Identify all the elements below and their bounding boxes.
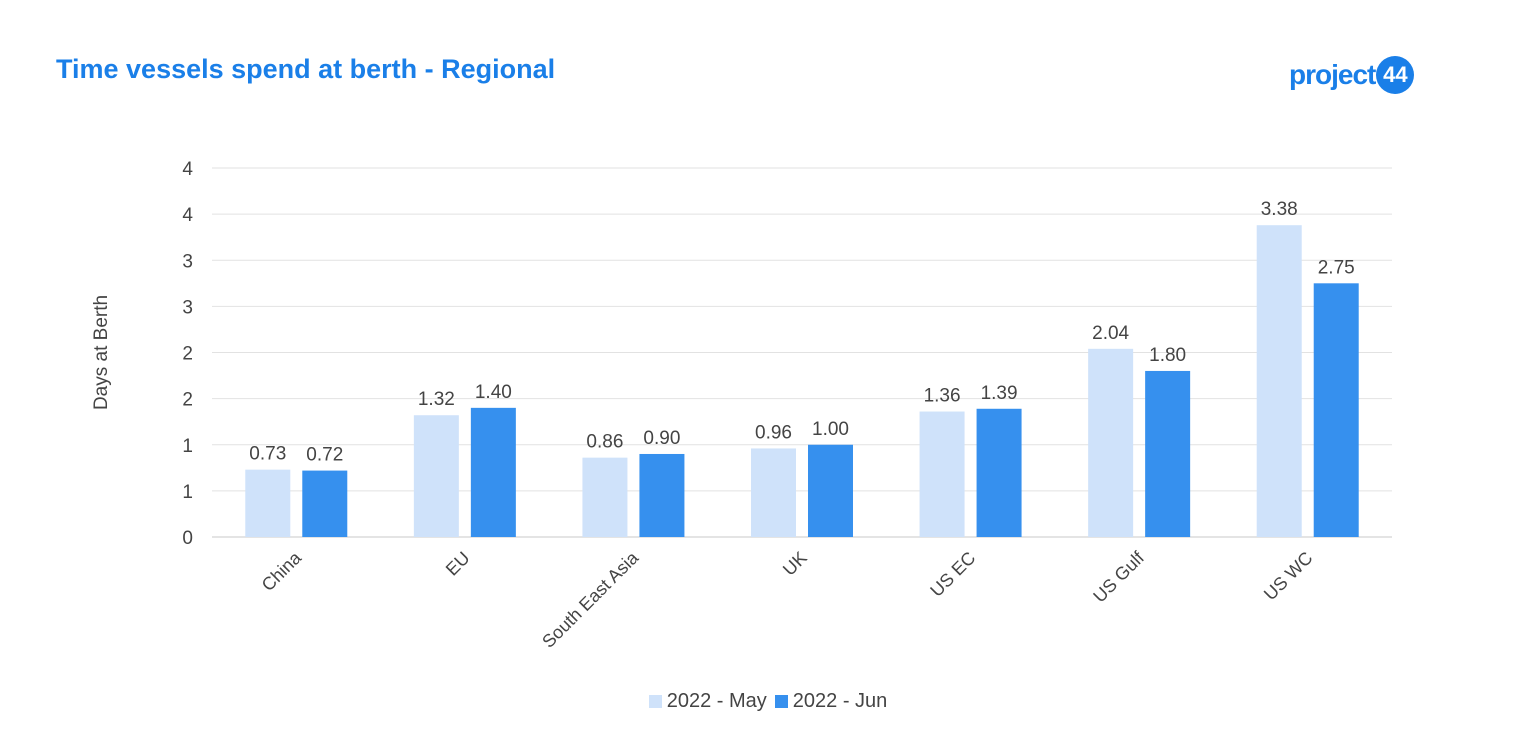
data-label: 3.38: [1261, 199, 1298, 220]
bar: [582, 457, 628, 537]
logo-badge: 44: [1376, 56, 1415, 94]
x-tick-label: US EC: [926, 548, 979, 601]
y-tick-label: 4: [182, 159, 193, 180]
y-tick-label: 3: [182, 297, 193, 318]
project44-logo: project 44: [1289, 56, 1415, 94]
y-axis-label: Days at Berth: [91, 295, 112, 410]
chart-title: Time vessels spend at berth - Regional: [56, 54, 556, 84]
y-tick-label: 2: [182, 344, 193, 365]
bar: [919, 411, 965, 537]
data-label: 1.00: [812, 419, 849, 440]
y-tick-label: 4: [182, 205, 193, 226]
y-tick-label: 3: [182, 251, 193, 272]
data-label: 1.80: [1149, 345, 1186, 366]
bar: [639, 453, 685, 537]
x-tick-label: UK: [779, 548, 811, 580]
logo-text: project: [1289, 59, 1376, 90]
y-tick-label: 0: [182, 528, 193, 549]
data-label: 2.04: [1092, 323, 1129, 344]
bar: [1145, 370, 1191, 537]
bar: [1313, 283, 1359, 537]
y-tick-label: 1: [182, 436, 193, 457]
legend-swatch-jun: [774, 695, 788, 708]
bar: [245, 469, 291, 537]
data-label: 1.36: [924, 386, 961, 407]
bar: [1256, 225, 1302, 537]
bar: [808, 444, 853, 537]
data-label: 0.86: [586, 432, 623, 453]
legend-item-jun: 2022 - Jun: [774, 690, 888, 713]
bar: [1088, 348, 1134, 537]
data-label: 0.96: [755, 422, 792, 443]
bar-chart: 0 1 1 2 2 3 3 4 4 Days at Berth 0.73 0.72 China 1.32 1…: [91, 159, 1392, 652]
bar: [470, 407, 516, 537]
y-tick-label: 2: [182, 390, 193, 411]
bar: [751, 448, 796, 537]
x-tick-label: EU: [442, 548, 474, 580]
x-tick-label: China: [258, 547, 306, 595]
legend-swatch-may: [648, 695, 662, 708]
data-label: 0.73: [249, 444, 286, 465]
legend-label-jun: 2022 - Jun: [792, 690, 888, 712]
data-label: 1.32: [418, 389, 455, 410]
bar: [302, 470, 348, 537]
x-tick-label: South East Asia: [538, 547, 643, 652]
data-label: 2.75: [1318, 257, 1355, 278]
data-label: 1.40: [475, 382, 512, 403]
data-label: 1.39: [981, 383, 1018, 404]
legend-item-may: 2022 - May: [648, 690, 767, 713]
x-tick-label: US WC: [1260, 548, 1317, 605]
bar: [413, 415, 459, 537]
bar: [976, 408, 1022, 537]
chart-legend: 2022 - May 2022 - Jun: [0, 690, 1536, 713]
data-label: 0.72: [306, 445, 343, 466]
x-tick-label: US Gulf: [1089, 547, 1148, 606]
y-tick-label: 1: [182, 482, 193, 503]
data-label: 0.90: [643, 428, 680, 449]
legend-label-may: 2022 - May: [666, 690, 767, 712]
